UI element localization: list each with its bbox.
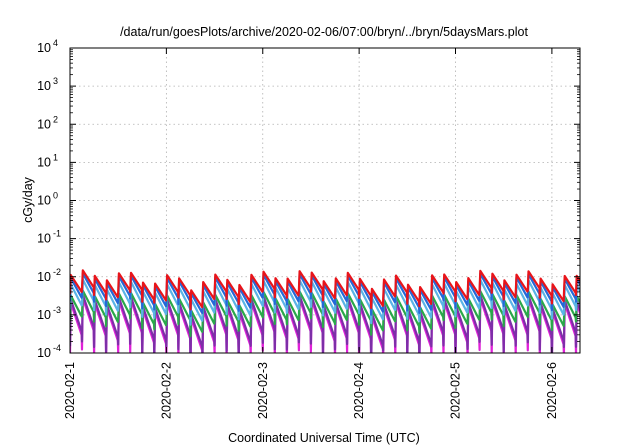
y-tick-label: 10 -4 bbox=[37, 343, 61, 360]
x-axis-label: Coordinated Universal Time (UTC) bbox=[228, 431, 420, 445]
y-tick-label: 10 -1 bbox=[37, 229, 61, 246]
y-tick-label: 10 1 bbox=[37, 152, 58, 169]
y-tick-exponent: -2 bbox=[53, 267, 61, 277]
chart-title: /data/run/goesPlots/archive/2020-02-06/0… bbox=[120, 25, 528, 39]
x-tick-label: 2020-02-1 bbox=[63, 362, 77, 419]
x-tick-label: 2020-02-2 bbox=[159, 362, 173, 419]
y-tick-exponent: -4 bbox=[53, 343, 61, 353]
x-tick-label: 2020-02-3 bbox=[256, 362, 270, 419]
y-tick-exponent: 0 bbox=[53, 191, 58, 201]
y-tick-exponent: 4 bbox=[53, 38, 58, 48]
y-tick-exponent: -3 bbox=[53, 305, 61, 315]
y-tick-label: 10 4 bbox=[37, 38, 58, 55]
grid bbox=[70, 48, 580, 353]
series-line bbox=[70, 296, 580, 353]
y-tick-label: 10 2 bbox=[37, 114, 58, 131]
y-tick-exponent: -1 bbox=[53, 229, 61, 239]
y-tick-label: 10 0 bbox=[37, 191, 58, 208]
y-tick-exponent: 2 bbox=[53, 114, 58, 124]
series-line bbox=[70, 289, 580, 338]
y-tick-label: 10 3 bbox=[37, 76, 58, 93]
x-tick-label: 2020-02-6 bbox=[545, 362, 559, 419]
y-tick-label: 10 -3 bbox=[37, 305, 61, 322]
y-axis-label: cGy/day bbox=[21, 176, 35, 223]
y-tick-exponent: 3 bbox=[53, 76, 58, 86]
y-tick-label: 10 -2 bbox=[37, 267, 61, 284]
data-series bbox=[70, 269, 580, 353]
y-tick-exponent: 1 bbox=[53, 152, 58, 162]
series-line bbox=[70, 269, 580, 311]
x-tick-label: 2020-02-4 bbox=[352, 362, 366, 419]
x-tick-label: 2020-02-5 bbox=[449, 362, 463, 419]
